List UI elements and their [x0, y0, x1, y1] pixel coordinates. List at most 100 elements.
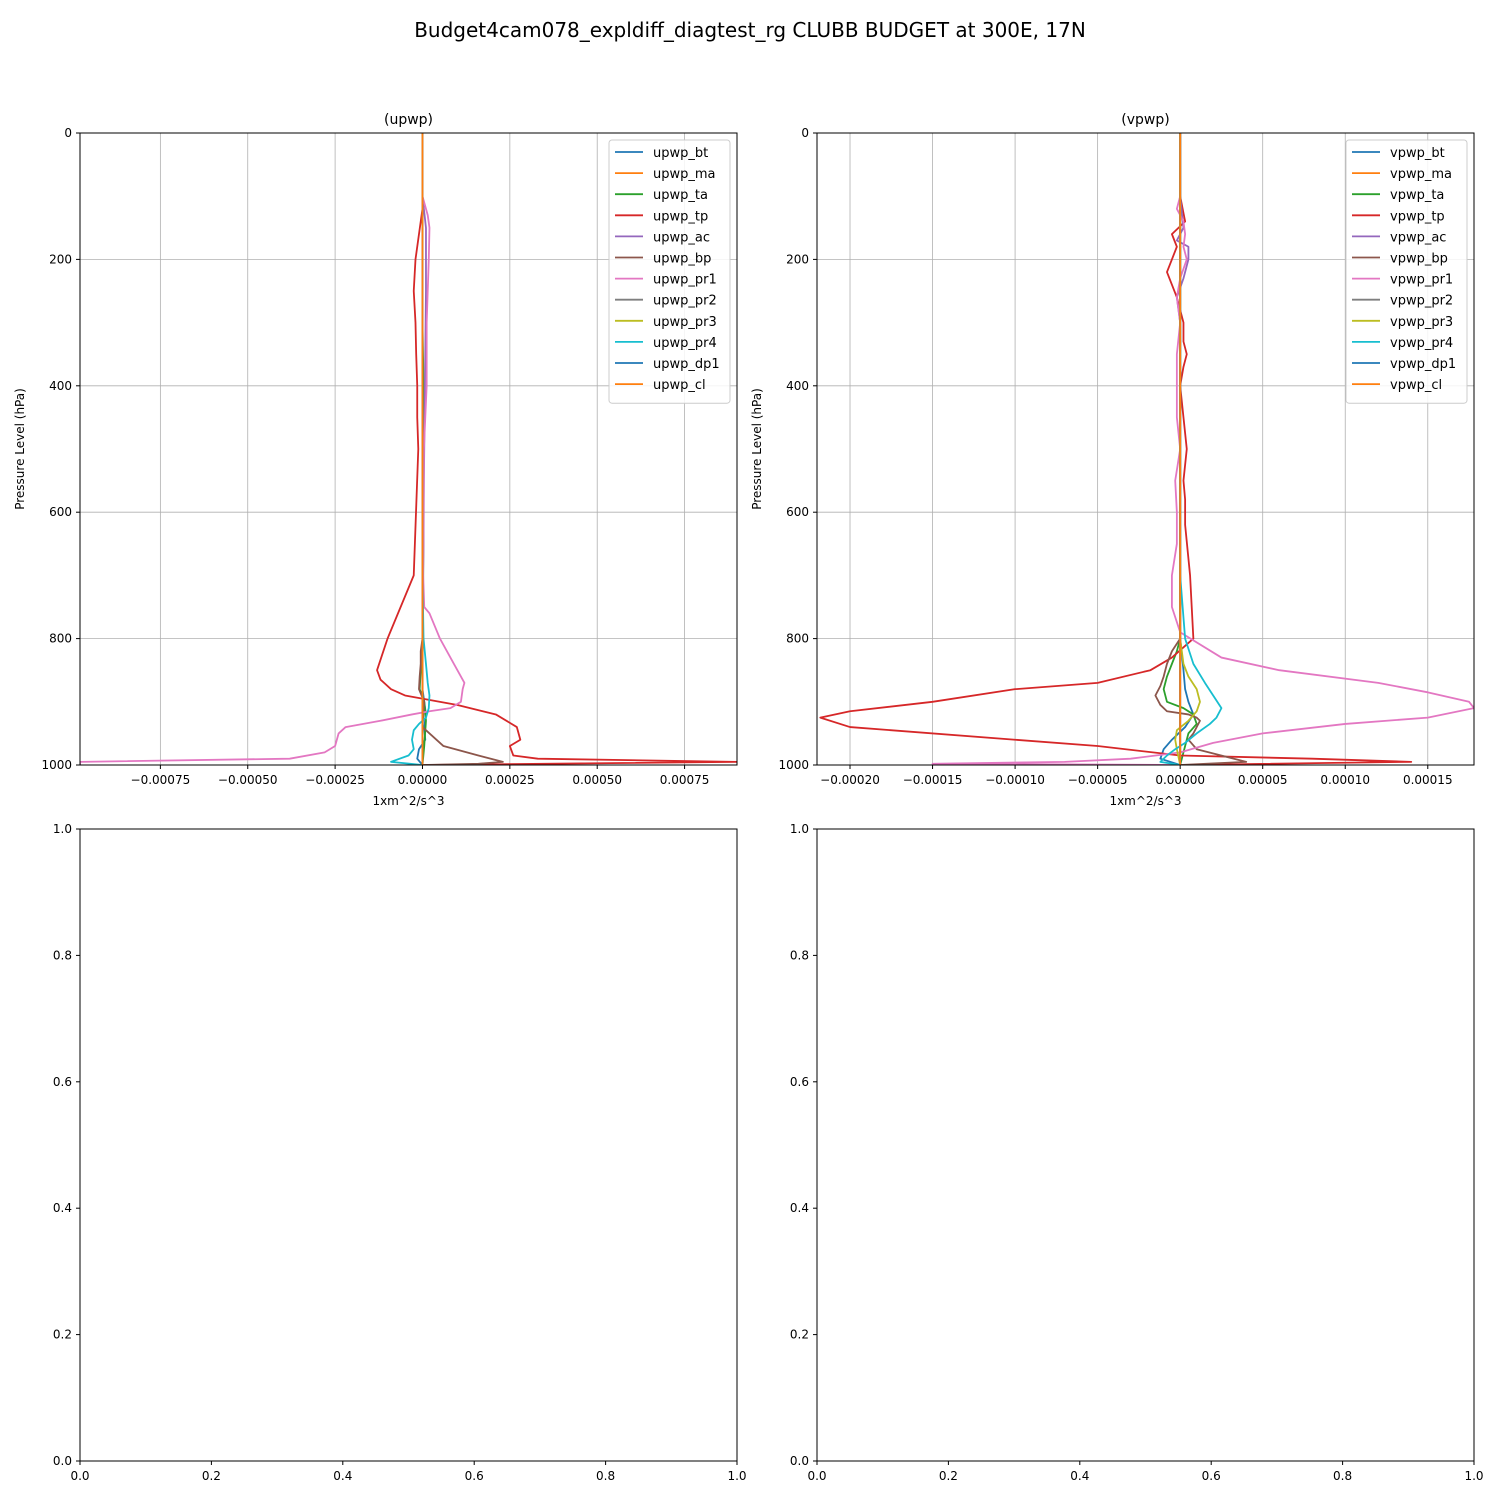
y-tick-label: 0.0 — [790, 1454, 809, 1468]
y-tick-label: 0.2 — [53, 1328, 72, 1342]
legend-entry: vpwp_tp — [1390, 209, 1445, 224]
x-tick-label: 0.8 — [596, 1469, 615, 1483]
y-tick-label: 400 — [49, 379, 72, 393]
x-tick-label: 0.00010 — [1320, 773, 1370, 787]
legend-entry: upwp_tp — [653, 209, 708, 224]
legend-entry: upwp_pr3 — [653, 315, 717, 330]
x-tick-label: 1.0 — [727, 1469, 746, 1483]
legend-entry: vpwp_pr3 — [1390, 315, 1453, 330]
y-tick-label: 0.6 — [53, 1075, 72, 1089]
y-tick-label: 0.0 — [53, 1454, 72, 1468]
x-tick-label: −0.00050 — [218, 773, 278, 787]
y-tick-label: 800 — [49, 632, 72, 646]
legend-entry: vpwp_dp1 — [1390, 357, 1456, 372]
legend-entry: upwp_pr4 — [653, 336, 717, 351]
series-group — [80, 133, 737, 765]
y-tick-label: 0 — [64, 126, 72, 140]
y-tick-label: 0.8 — [790, 948, 809, 962]
y-tick-label: 600 — [786, 505, 809, 519]
y-tick-label: 0.4 — [53, 1201, 72, 1215]
legend-entry: upwp_ma — [653, 167, 716, 182]
x-tick-label: 0.00015 — [1403, 773, 1453, 787]
x-tick-label: 0.0 — [70, 1469, 89, 1483]
legend-entry: vpwp_bp — [1390, 252, 1448, 267]
x-tick-label: 0.00075 — [660, 773, 710, 787]
x-tick-label: 0.0 — [807, 1469, 826, 1483]
x-tick-label: −0.00075 — [131, 773, 191, 787]
x-tick-label: −0.00025 — [305, 773, 365, 787]
axes-frame — [79, 828, 738, 1462]
legend-entry: upwp_dp1 — [653, 357, 720, 372]
x-tick-label: 0.6 — [1202, 1469, 1221, 1483]
x-axis-label: 1xm^2/s^3 — [1109, 794, 1181, 808]
legend-entry: vpwp_pr1 — [1390, 273, 1453, 288]
legend-entry: vpwp_ac — [1390, 230, 1446, 245]
chart-panel-1: −0.00075 −0.00050 −0.00025 0.00000 0.00025 0.… — [13, 112, 738, 808]
x-axis-label: 1xm^2/s^3 — [372, 794, 444, 808]
legend-entry: vpwp_bt — [1390, 146, 1445, 161]
x-tick-label: 0.4 — [333, 1469, 352, 1483]
series-line-vpwp_tp — [819, 133, 1413, 765]
x-tick-label: 0.4 — [1070, 1469, 1089, 1483]
legend: vpwp_bt vpwp_ma vpwp_ta vpwp_tp vpwp_ac vpwp_… — [1345, 139, 1468, 404]
y-tick-label: 1000 — [778, 758, 809, 772]
chart-title: (vpwp) — [1121, 112, 1169, 128]
legend-entry: vpwp_ta — [1390, 188, 1444, 203]
figure-title: Budget4cam078_expldiff_diagtest_rg CLUBB… — [414, 18, 1086, 42]
x-tick-label: 0.2 — [939, 1469, 958, 1483]
panels: −0.00075 −0.00050 −0.00025 0.00000 0.00025 0.… — [13, 112, 1484, 1483]
y-tick-label: 0.2 — [790, 1328, 809, 1342]
y-tick-label: 200 — [49, 252, 72, 266]
x-tick-label: 0.00050 — [572, 773, 622, 787]
legend-entry: vpwp_ma — [1390, 167, 1452, 182]
axes-frame — [79, 132, 738, 766]
legend-entry: vpwp_pr2 — [1390, 294, 1453, 309]
y-tick-label: 400 — [786, 379, 809, 393]
chart-panel-4: 0.0 0.2 0.4 0.6 0.8 1.0 0.0 0.2 0.4 0.6 0.8 1.0 — [790, 822, 1484, 1483]
x-tick-label: 0.6 — [465, 1469, 484, 1483]
series-line-upwp_tp — [376, 133, 737, 765]
legend-box — [608, 139, 731, 404]
y-axis-label: Pressure Level (hPa) — [750, 388, 764, 510]
series-line-upwp_pr1 — [80, 133, 466, 765]
y-tick-label: 1000 — [41, 758, 72, 772]
legend-entry: upwp_pr1 — [653, 273, 717, 288]
x-tick-label: 0.8 — [1333, 1469, 1352, 1483]
x-tick-label: −0.00005 — [1068, 773, 1128, 787]
y-tick-label: 0 — [801, 126, 809, 140]
x-tick-label: −0.00010 — [985, 773, 1045, 787]
x-tick-label: 0.00005 — [1238, 773, 1288, 787]
x-tick-label: 0.00000 — [1155, 773, 1205, 787]
x-tick-label: 0.00025 — [485, 773, 535, 787]
x-tick-label: 1.0 — [1464, 1469, 1483, 1483]
y-tick-label: 0.6 — [790, 1075, 809, 1089]
y-tick-label: 0.4 — [790, 1201, 809, 1215]
series-line-vpwp_pr1 — [931, 133, 1474, 765]
legend-entry: vpwp_cl — [1390, 378, 1442, 393]
legend-entry: vpwp_pr4 — [1390, 336, 1453, 351]
x-tick-label: −0.00015 — [903, 773, 963, 787]
legend-entry: upwp_ta — [653, 188, 708, 203]
legend-entry: upwp_pr2 — [653, 294, 717, 309]
legend-box — [1345, 139, 1468, 404]
chart-panel-2: −0.00020 −0.00015 −0.00010 −0.00005 0.00000 0… — [750, 112, 1475, 808]
y-tick-label: 0.8 — [53, 948, 72, 962]
series-group — [819, 133, 1474, 765]
y-tick-label: 1.0 — [790, 822, 809, 836]
y-tick-label: 200 — [786, 252, 809, 266]
legend-entry: upwp_ac — [653, 230, 710, 245]
x-tick-label: 0.00000 — [398, 773, 448, 787]
legend-entry: upwp_bt — [653, 146, 708, 161]
axes-frame — [816, 828, 1475, 1462]
legend-entry: upwp_cl — [653, 378, 706, 393]
y-tick-label: 1.0 — [53, 822, 72, 836]
chart-panel-3: 0.0 0.2 0.4 0.6 0.8 1.0 0.0 0.2 0.4 0.6 0.8 1.0 — [53, 822, 747, 1483]
x-tick-label: 0.2 — [202, 1469, 221, 1483]
x-tick-label: −0.00020 — [820, 773, 880, 787]
y-tick-label: 800 — [786, 632, 809, 646]
axes-frame — [816, 132, 1475, 766]
y-axis-label: Pressure Level (hPa) — [13, 388, 27, 510]
legend-entry: upwp_bp — [653, 252, 711, 267]
